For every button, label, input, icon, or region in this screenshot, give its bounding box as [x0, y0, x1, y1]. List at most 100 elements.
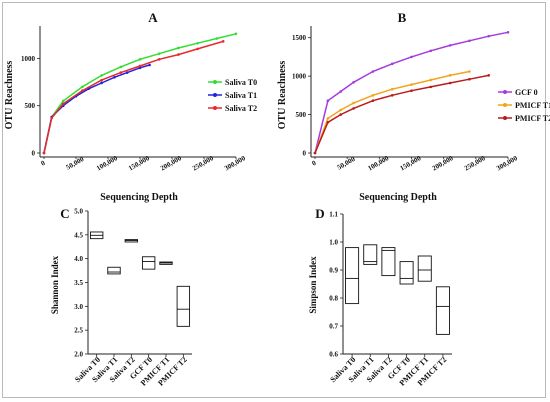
panel-b-series-point	[326, 117, 330, 120]
panel-b-legend-marker	[503, 103, 507, 107]
panel-b-series-point	[339, 108, 343, 112]
panel-a-series-point	[125, 71, 129, 74]
panel-b-series-point	[371, 94, 375, 97]
panel-b-series-point	[410, 83, 413, 86]
panel-a-series-point	[138, 66, 142, 70]
panel-a-legend-label: Saliva T2	[225, 104, 257, 113]
panel-b-series-point	[339, 113, 343, 116]
panel-b-series-point	[448, 81, 452, 85]
panel-a-y-tick-label: 1000	[21, 55, 36, 63]
panel-b-x-tick-label: 0	[310, 159, 317, 168]
panel-d-y-tick-label: 0.8	[329, 295, 338, 303]
panel-d-y-tick-label: 0.9	[329, 267, 338, 275]
panel-c-y-tick-label: 5.0	[74, 208, 83, 216]
panel-b-y-tick-label: 500	[296, 111, 307, 119]
panel-a-series-point	[138, 58, 142, 61]
panel-c-y-tick-label: 2.0	[74, 351, 83, 359]
panel-label-a: A	[148, 10, 158, 25]
panel-a-xlabel: Sequencing Depth	[100, 192, 178, 203]
figure-frame	[2, 2, 546, 398]
panel-d-box	[399, 261, 414, 285]
panel-a-legend-marker	[213, 106, 217, 110]
panel-a-legend-label: Saliva T0	[225, 78, 257, 87]
panel-a-legend-marker	[213, 93, 217, 97]
panel-b-series-point	[468, 39, 471, 43]
panel-a-series-point	[177, 46, 180, 50]
panel-b-legend-marker	[503, 116, 507, 120]
panel-b-series-point	[352, 80, 355, 84]
panel-label-d: D	[315, 206, 324, 221]
panel-b-series-point	[326, 99, 330, 103]
panel-c-y-tick-label: 3.0	[74, 303, 83, 311]
panel-a-series-point	[42, 151, 46, 155]
panel-c-box	[107, 266, 121, 275]
panel-b-series-point	[487, 34, 491, 38]
panel-c-box	[141, 256, 156, 270]
panel-b-series-point	[429, 78, 433, 82]
panel-b-series-point	[371, 70, 375, 73]
panel-a-series-point	[234, 32, 238, 36]
panel-label-b: B	[398, 10, 407, 25]
panel-b-legend-label: PMICF T2	[515, 114, 550, 123]
panel-a-x-tick-label: 0	[39, 159, 46, 168]
panel-a-series-point	[81, 89, 84, 92]
panel-b-y-tick-label: 1500	[292, 34, 307, 42]
panel-d-box	[381, 247, 396, 277]
panel-d-ylabel: Simpson Index	[308, 256, 318, 314]
panel-a-legend-label: Saliva T1	[225, 91, 257, 100]
panel-b-legend-marker	[503, 90, 507, 94]
panel-a-series-point	[196, 41, 199, 45]
panel-a-series-point	[221, 40, 225, 43]
panel-a-series-point	[100, 74, 103, 77]
panel-b-series-point	[448, 44, 452, 47]
panel-b-ylabel: OTU Reachness	[277, 61, 288, 130]
panel-a-y-tick-label: 0	[32, 150, 36, 158]
panel-a-series-point	[119, 71, 123, 74]
panel-a-y-tick-label: 500	[25, 102, 36, 110]
panel-a-series-point	[100, 78, 103, 82]
panel-c-y-tick-label: 3.5	[74, 279, 83, 287]
panel-c-box	[176, 285, 191, 327]
panel-a-ylabel: OTU Reachness	[4, 61, 15, 130]
panel-b-series-point	[487, 74, 491, 77]
panel-c-y-tick-label: 2.5	[74, 327, 83, 335]
panel-b-series-point	[352, 101, 355, 105]
panel-a-series-point	[81, 85, 84, 89]
panel-b-series-point	[390, 94, 394, 97]
panel-a-series-point	[119, 65, 123, 69]
panel-a-series-point	[100, 81, 103, 85]
panel-d-box	[417, 255, 432, 282]
panel-d-y-tick-label: 0.7	[329, 323, 338, 331]
panel-d-box	[363, 244, 378, 265]
panel-a-series-point	[113, 76, 116, 79]
panel-b-series-point	[468, 70, 471, 73]
panel-a-series-point	[157, 58, 161, 61]
panel-c-ylabel: Shannon Index	[50, 255, 60, 314]
panel-b-series-point	[410, 55, 413, 59]
panel-b-series-point	[326, 120, 330, 124]
panel-a-series-point	[61, 99, 65, 103]
panel-b-series-point	[390, 87, 394, 91]
panel-a-series-point	[148, 63, 151, 67]
panel-a-series-point	[215, 37, 219, 40]
panel-b-y-tick-label: 1000	[292, 73, 307, 81]
panel-b-series-point	[313, 151, 317, 155]
panel-a-series-line	[43, 40, 224, 154]
panel-b-series-line	[314, 70, 470, 154]
panel-b-series-point	[429, 85, 433, 89]
panel-b-series-point	[506, 31, 510, 34]
panel-c-y-tick-label: 4.0	[74, 255, 83, 263]
panel-b-legend-label: PMICF T1	[515, 101, 550, 110]
panel-a-series-point	[177, 53, 180, 56]
panel-b-xlabel: Sequencing Depth	[359, 192, 437, 203]
panel-a-series-point	[157, 52, 161, 55]
panel-d-y-tick-label: 1.1	[329, 211, 338, 219]
panel-b-series-point	[410, 89, 413, 93]
panel-a-series-point	[138, 64, 142, 68]
panel-label-c: C	[60, 206, 69, 221]
panel-a-series-point	[61, 102, 65, 106]
panel-b-series-point	[371, 99, 375, 103]
panel-b-series-point	[448, 74, 452, 77]
panel-d-y-tick-label: 1.0	[329, 239, 338, 247]
